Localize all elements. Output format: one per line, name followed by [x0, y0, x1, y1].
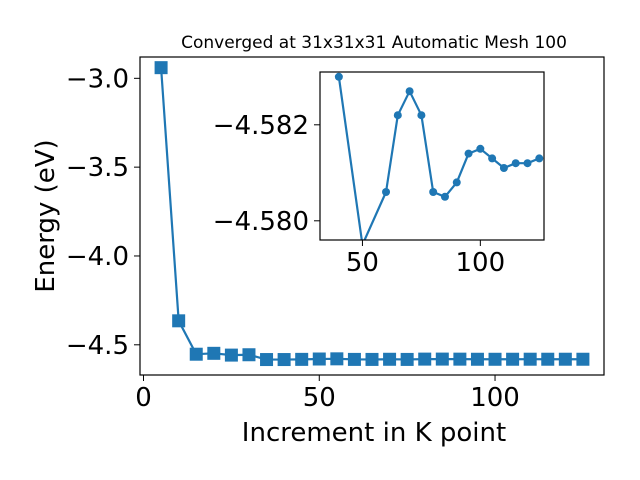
main-data-point [435, 352, 449, 366]
inset-x-tick-label: 100 [456, 248, 506, 278]
main-data-point [189, 347, 203, 361]
main-data-point [506, 352, 520, 366]
main-data-point [523, 352, 537, 366]
inset-data-point [429, 188, 438, 196]
inset-data-point [405, 87, 414, 96]
inset-chart: 50 100 −4.582 −4.580 [213, 71, 545, 278]
inset-data-point [523, 159, 532, 168]
main-data-point [383, 352, 397, 366]
main-data-point [277, 353, 291, 367]
inset-clipped-marks [334, 72, 544, 240]
main-data-point [400, 352, 414, 366]
inset-data-point [476, 144, 485, 153]
x-axis-label: Increment in K point [242, 418, 506, 448]
main-data-point [172, 314, 186, 328]
main-data-point [295, 352, 309, 366]
main-data-point [224, 348, 238, 362]
main-data-point [470, 352, 484, 366]
inset-data-point [464, 149, 473, 158]
chart-title: Converged at 31x31x31 Automatic Mesh 100 [181, 33, 567, 53]
inset-data-point [535, 154, 544, 163]
inset-x-tick-label: 50 [346, 248, 379, 278]
inset-data-point [393, 111, 402, 120]
main-data-point [453, 352, 467, 366]
main-y-tick-label: −4.5 [66, 331, 129, 361]
main-data-point [242, 348, 256, 362]
inset-data-point [488, 154, 497, 163]
main-data-point [330, 352, 344, 366]
inset-data-point [499, 164, 508, 172]
inset-data-point [334, 72, 343, 81]
main-data-point [207, 346, 221, 360]
inset-series-line [337, 76, 540, 240]
main-x-tick-label: 0 [135, 383, 152, 413]
main-data-point [576, 352, 590, 366]
main-y-tick-label: −3.5 [66, 153, 129, 183]
main-y-axis-ticks: −3.0 −3.5 −4.0 −4.5 [66, 64, 140, 361]
inset-chart-marks [334, 72, 544, 240]
main-data-point [418, 352, 432, 366]
main-data-point [312, 352, 326, 366]
main-chart-marks [154, 61, 590, 367]
inset-data-point [511, 159, 520, 168]
main-data-point [154, 61, 168, 75]
main-y-tick-label: −4.0 [66, 242, 129, 272]
inset-data-point [452, 178, 461, 187]
main-data-point [488, 352, 502, 366]
y-axis-label: Energy (eV) [31, 139, 61, 292]
inset-y-tick-label: −4.582 [213, 111, 309, 141]
inset-data-point [417, 111, 426, 120]
inset-y-tick-label: −4.580 [213, 207, 309, 237]
main-plot-frame [139, 56, 605, 376]
main-data-point [347, 352, 361, 366]
main-data-point [541, 352, 555, 366]
main-y-tick-label: −3.0 [66, 64, 129, 94]
inset-data-point [440, 192, 449, 201]
main-x-tick-label: 100 [470, 383, 520, 413]
main-x-tick-label: 50 [303, 383, 336, 413]
inset-x-axis-ticks: 50 100 [346, 240, 505, 278]
main-x-axis-ticks: 0 50 100 [135, 375, 520, 413]
inset-y-axis-ticks: −4.582 −4.580 [213, 111, 320, 237]
main-data-point [558, 352, 572, 366]
main-data-point [365, 352, 379, 366]
main-chart: Converged at 31x31x31 Automatic Mesh 100… [31, 33, 605, 448]
inset-background [320, 72, 544, 240]
inset-data-point [382, 188, 391, 196]
inset-plot-frame [319, 71, 545, 241]
main-data-point [260, 353, 274, 367]
